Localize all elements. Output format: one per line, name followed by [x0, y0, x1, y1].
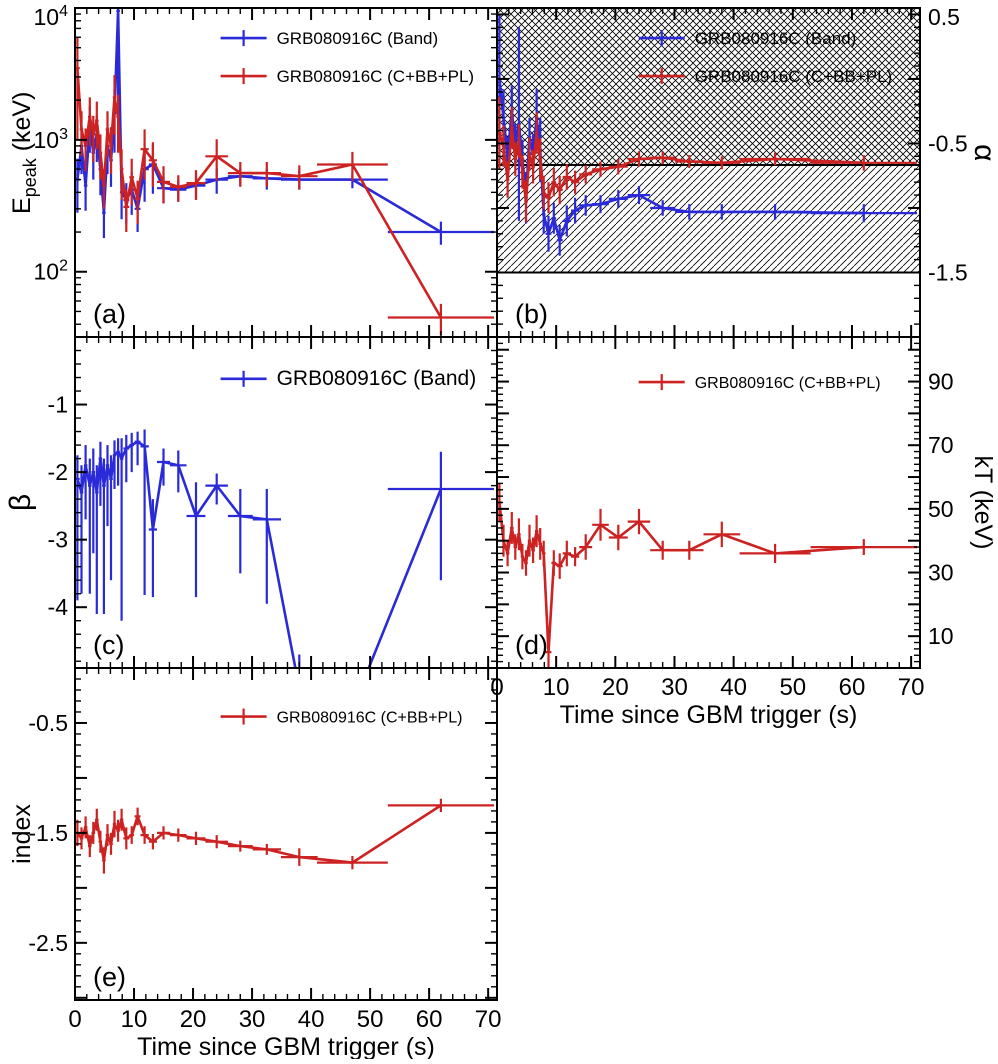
y-tick-label: -3 — [48, 527, 68, 553]
y-tick-label: -4 — [48, 594, 69, 620]
x-tick-label: 50 — [779, 674, 806, 701]
y-tick-label: -1.5 — [28, 820, 68, 846]
x-tick-label: 20 — [180, 1006, 207, 1033]
tick-labels: -1 -2 -3 -4 — [48, 392, 69, 621]
y-tick-label: 103 — [34, 126, 69, 153]
y-tick-label: 104 — [34, 3, 69, 30]
panel-frame — [74, 7, 498, 338]
x-axis-title: Time since GBM trigger (s) — [560, 701, 858, 729]
legend-label: GRB080916C (C+BB+PL) — [277, 710, 463, 727]
y-tick-label: 30 — [928, 560, 954, 586]
series-line-cbbpl — [76, 804, 442, 864]
legend-label: GRB080916C (Band) — [277, 367, 477, 390]
x-tick-label: 70 — [475, 1006, 502, 1033]
legend: GRB080916C (C+BB+PL) — [220, 708, 463, 727]
y-axis-title: α — [968, 144, 998, 161]
series-line-cbbpl — [498, 127, 864, 202]
x-tick-label: 10 — [543, 674, 570, 701]
series-line-band — [76, 440, 443, 667]
x-tick-label: 60 — [839, 674, 866, 701]
legend: GRB080916C (Band) GRB080916C (C+BB+PL) — [220, 29, 475, 86]
panel-letter-b: (b) — [515, 299, 548, 329]
y-tick-label: 10 — [928, 623, 954, 649]
series-line-cbbpl — [498, 502, 864, 653]
ticks — [496, 336, 920, 669]
legend: GRB080916C (Band) — [220, 367, 477, 390]
panel-frame — [74, 667, 498, 1001]
y-tick-label: -0.5 — [28, 710, 68, 736]
y-tick-label: 102 — [34, 258, 69, 285]
y-tick-label: -0.5 — [928, 130, 968, 156]
legend-label: GRB080916C (C+BB+PL) — [695, 375, 881, 392]
x-tick-label: 40 — [720, 674, 747, 701]
ticks — [74, 667, 497, 1000]
legend-label: GRB080916C (Band) — [695, 29, 857, 48]
x-tick-label: 50 — [357, 1006, 384, 1033]
x-tick-label: 10 — [121, 1006, 148, 1033]
series-line-band — [498, 78, 864, 245]
panel-letter-e: (e) — [93, 962, 126, 992]
y-tick-label: 70 — [928, 432, 954, 458]
y-tick-label: -1.5 — [928, 259, 968, 285]
hatch-band-cross — [497, 8, 920, 166]
x-tick-label: 30 — [239, 1006, 266, 1033]
y-axis-title: Epeak (keV) — [8, 92, 40, 214]
panel-e: -0.5 -1.5 -2.5 0 10 20 30 40 50 60 70 Time since GB… — [8, 667, 501, 1061]
panel-letter-c: (c) — [93, 630, 124, 660]
panel-letter-d: (d) — [515, 630, 548, 660]
y-axis-title: index — [8, 804, 36, 864]
y-tick-label: 90 — [928, 369, 954, 395]
x-tick-label: 20 — [602, 674, 629, 701]
x-tick-label: 40 — [298, 1006, 325, 1033]
panel-letter-a: (a) — [93, 299, 126, 329]
ticks — [74, 7, 497, 337]
tick-labels: 102 103 104 — [34, 3, 69, 285]
x-tick-label: 60 — [416, 1006, 443, 1033]
legend-label: GRB080916C (C+BB+PL) — [695, 67, 893, 86]
legend: GRB080916C (C+BB+PL) — [638, 374, 881, 392]
legend-label: GRB080916C (Band) — [277, 29, 439, 48]
y-tick-label: -1 — [48, 392, 68, 418]
tick-labels: 0.5 -0.5 -1.5 — [928, 4, 968, 285]
y-tick-label: -2.5 — [28, 930, 68, 956]
series-line-cbbpl — [76, 68, 443, 319]
x-tick-label: 70 — [898, 674, 925, 701]
y-tick-label: -2 — [48, 459, 68, 485]
tick-labels: -0.5 -1.5 -2.5 0 10 20 30 40 50 60 70 — [28, 710, 501, 1033]
error-bars-cbbpl — [498, 483, 917, 667]
y-axis-title: β — [4, 494, 37, 511]
legend: GRB080916C (Band) GRB080916C (C+BB+PL) — [638, 29, 893, 86]
legend-label: GRB080916C (C+BB+PL) — [277, 67, 475, 86]
y-axis-title: kT (keV) — [969, 456, 997, 550]
x-tick-label: 0 — [68, 1006, 81, 1033]
x-tick-label: 30 — [661, 674, 688, 701]
x-axis-title: Time since GBM trigger (s) — [137, 1033, 435, 1059]
y-tick-label: 0.5 — [928, 4, 960, 30]
error-bars-cbbpl — [76, 798, 494, 874]
y-tick-label: 50 — [928, 496, 954, 522]
